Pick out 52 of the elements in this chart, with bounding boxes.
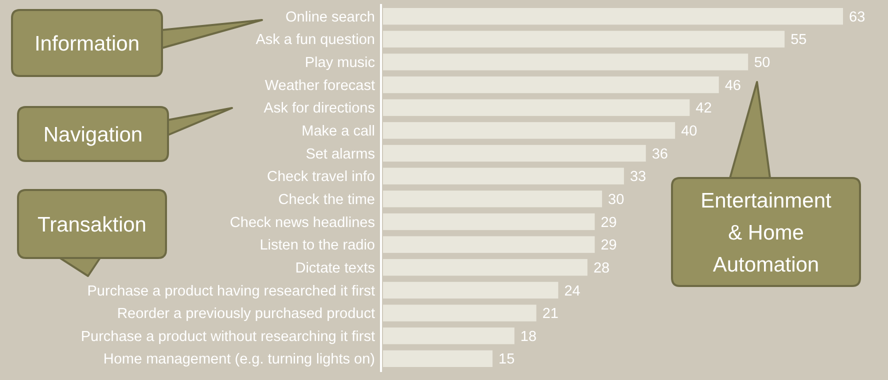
y-tick-label: Online search bbox=[286, 9, 375, 26]
data-label: 50 bbox=[754, 55, 770, 72]
y-tick-label: Check travel info bbox=[267, 169, 375, 186]
data-label: 29 bbox=[600, 238, 617, 254]
data-label: 30 bbox=[608, 192, 624, 208]
bar bbox=[383, 259, 588, 276]
y-tick-label: Reorder a previously purchased product bbox=[117, 306, 375, 322]
bar bbox=[383, 350, 493, 367]
annotation: Entertainment & Home Automation bbox=[700, 189, 832, 276]
data-label: 28 bbox=[593, 260, 610, 276]
bar bbox=[383, 328, 514, 344]
y-tick-label: Ask a fun question bbox=[256, 32, 375, 48]
data-label: 21 bbox=[542, 306, 558, 322]
data-label: 55 bbox=[790, 32, 807, 48]
data-label: 63 bbox=[849, 9, 866, 26]
text: Navigation bbox=[43, 123, 143, 146]
bar bbox=[383, 76, 719, 94]
y-tick-label: Make a call bbox=[302, 124, 375, 140]
data-label: 15 bbox=[498, 352, 515, 368]
data-label: 46 bbox=[724, 78, 742, 94]
y-tick-label: Dictate texts bbox=[295, 260, 375, 276]
y-tick-label: Ask for directions bbox=[264, 100, 375, 117]
bar bbox=[383, 190, 602, 208]
y-tick-label: Listen to the radio bbox=[260, 238, 375, 254]
y-tick-label: Check the time bbox=[278, 192, 375, 208]
data-label: 18 bbox=[520, 328, 537, 345]
bar bbox=[383, 304, 536, 322]
text: Information bbox=[34, 32, 140, 56]
y-tick-label: Weather forecast bbox=[264, 78, 375, 94]
data-label: 40 bbox=[681, 124, 698, 140]
bar bbox=[383, 99, 690, 116]
y-tick-label: Home management (e.g. turning lights on) bbox=[103, 352, 375, 368]
bar bbox=[383, 236, 595, 253]
y-tick-label: Purchase a product without researching it first bbox=[80, 328, 375, 345]
y-tick-label: Purchase a product having researched it first bbox=[87, 283, 375, 300]
bar bbox=[383, 8, 843, 25]
bar bbox=[383, 282, 558, 299]
bar bbox=[383, 54, 748, 70]
data-label: 36 bbox=[652, 146, 668, 162]
data-label: 33 bbox=[630, 169, 646, 186]
y-tick-label: Set alarms bbox=[306, 146, 375, 162]
y-tick-label: Play music bbox=[304, 55, 375, 72]
bar bbox=[383, 144, 646, 162]
data-label: 29 bbox=[600, 214, 617, 231]
data-label: 24 bbox=[564, 283, 580, 300]
bar bbox=[383, 122, 676, 139]
text: Transaktion bbox=[38, 213, 146, 236]
bar bbox=[383, 213, 595, 230]
bar bbox=[383, 30, 785, 48]
data-label: 42 bbox=[696, 100, 712, 117]
bar bbox=[383, 168, 624, 184]
y-tick-label: Check news headlines bbox=[230, 214, 375, 231]
